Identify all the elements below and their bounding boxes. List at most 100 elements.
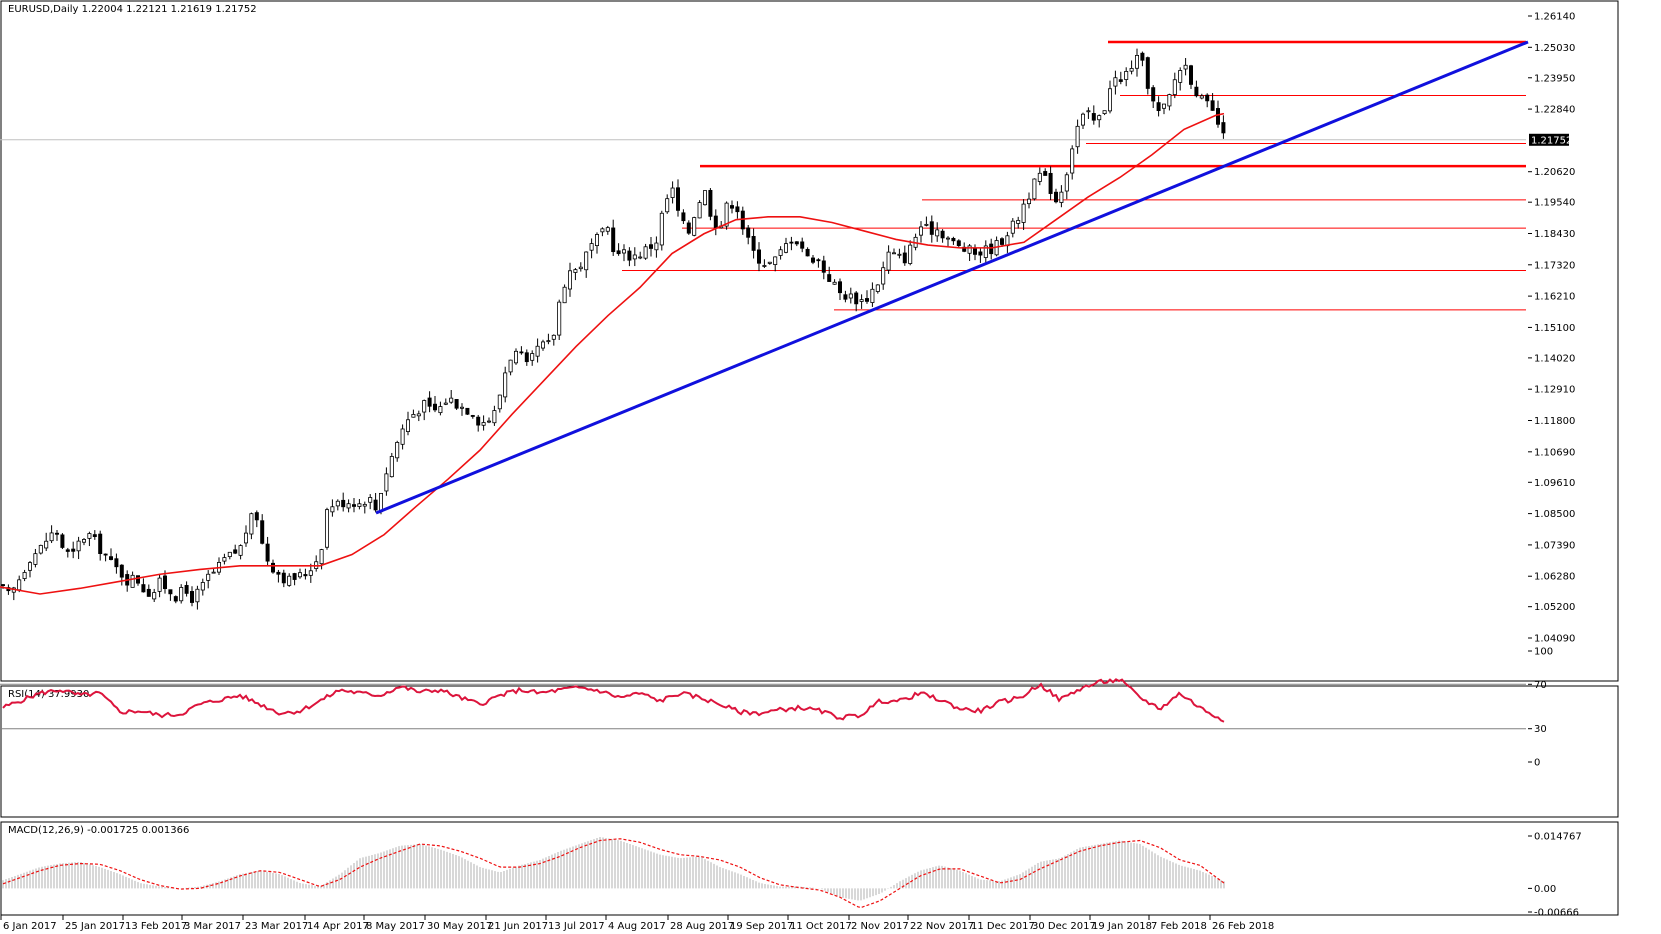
bull-candle-body <box>859 299 864 302</box>
bear-candle-body <box>686 222 691 234</box>
bull-candle-body <box>584 251 589 271</box>
candle <box>503 366 508 403</box>
bear-candle-body <box>708 189 713 217</box>
time-tick-label: 25 Jan 2017 <box>65 921 125 932</box>
candle <box>519 346 524 355</box>
time-tick-label: 26 Feb 2018 <box>1212 921 1274 932</box>
candle <box>627 247 632 267</box>
candle <box>730 200 735 214</box>
candle <box>427 391 432 413</box>
rsi-panel <box>0 685 1619 818</box>
bear-candle-body <box>303 574 308 577</box>
candle <box>881 261 886 290</box>
candle <box>292 572 297 586</box>
current-price-label: 1.21752 <box>1531 135 1572 146</box>
bear-candle-body <box>519 351 524 354</box>
bear-candle-body <box>929 221 934 235</box>
candle <box>297 568 302 579</box>
time-tick-label: 7 Feb 2018 <box>1151 921 1207 932</box>
candle <box>60 533 65 550</box>
bull-candle-body <box>784 243 789 253</box>
candle <box>568 262 573 297</box>
rsi-axis: 100 70 30 0 <box>1528 647 1553 769</box>
candle <box>44 532 49 552</box>
candle <box>713 209 718 236</box>
candle <box>233 544 238 555</box>
candle <box>875 284 880 294</box>
bear-candle-body <box>292 573 297 580</box>
bear-candle-body <box>789 241 794 244</box>
candle <box>1102 110 1107 116</box>
bull-candle-body <box>1108 88 1113 112</box>
candle <box>1156 96 1161 117</box>
candle <box>173 595 178 604</box>
candle <box>1075 119 1080 154</box>
bull-candle-body <box>1081 113 1086 126</box>
candle <box>1140 51 1145 67</box>
candle <box>1081 112 1086 129</box>
candle <box>168 589 173 601</box>
bull-candle-body <box>238 545 243 556</box>
price-tick-label: 1.04090 <box>1534 634 1575 645</box>
bull-candle-body <box>1199 95 1204 99</box>
bull-candle-body <box>1016 220 1021 224</box>
bull-candle-body <box>881 267 886 285</box>
main-title: EURUSD,Daily 1.22004 1.22121 1.21619 1.2… <box>8 4 257 15</box>
bull-candle-body <box>200 582 205 591</box>
candle <box>238 544 243 560</box>
candle <box>708 188 713 221</box>
candle <box>1189 64 1194 90</box>
bull-candle-body <box>222 557 227 562</box>
candle <box>330 499 335 517</box>
candle <box>1108 80 1113 114</box>
bull-candle-body <box>578 266 583 270</box>
bull-candle-body <box>368 497 373 503</box>
candle <box>395 440 400 462</box>
candle <box>179 584 184 604</box>
bull-candle-body <box>692 217 697 236</box>
bear-candle-body <box>811 257 816 263</box>
candle <box>870 282 875 307</box>
candle <box>935 222 940 242</box>
candle <box>848 287 853 304</box>
candle <box>1183 58 1188 76</box>
price-tick-label: 1.12910 <box>1534 385 1575 396</box>
time-tick-label: 28 Aug 2017 <box>670 921 734 932</box>
candle <box>1178 67 1183 91</box>
bear-candle-body <box>146 588 151 597</box>
candle <box>805 247 810 257</box>
price-plot <box>0 40 1529 610</box>
candle <box>983 240 988 263</box>
candle <box>632 247 637 267</box>
bull-candle-body <box>330 506 335 513</box>
candle <box>76 536 81 560</box>
candle <box>735 201 740 219</box>
candle <box>638 251 643 260</box>
candle <box>243 525 248 547</box>
bull-candle-body <box>600 228 605 233</box>
time-tick-label: 19 Sep 2017 <box>730 921 793 932</box>
price-tick-label: 1.18430 <box>1534 229 1575 240</box>
price-tick-label: 1.14020 <box>1534 353 1575 364</box>
bear-candle-body <box>265 543 270 562</box>
candle <box>616 243 621 256</box>
time-tick-label: 30 Dec 2017 <box>1032 921 1096 932</box>
bear-candle-body <box>989 243 994 255</box>
moving-average-line <box>0 112 1225 595</box>
bull-candle-body <box>459 406 464 409</box>
bull-candle-body <box>983 245 988 258</box>
bull-candle-body <box>22 572 27 579</box>
bull-candle-body <box>503 372 508 398</box>
bull-candle-body <box>568 270 573 290</box>
bear-candle-body <box>470 415 475 417</box>
rsi-tick-label: 70 <box>1534 680 1547 691</box>
candle <box>524 349 529 366</box>
bull-candle-body <box>773 256 778 265</box>
candle <box>508 359 513 376</box>
bull-candle-body <box>384 473 389 492</box>
time-tick-label: 19 Jan 2018 <box>1092 921 1152 932</box>
candle <box>757 242 762 272</box>
bull-candle-body <box>249 513 254 535</box>
bull-candle-body <box>595 234 600 247</box>
bull-candle-body <box>1178 70 1183 83</box>
